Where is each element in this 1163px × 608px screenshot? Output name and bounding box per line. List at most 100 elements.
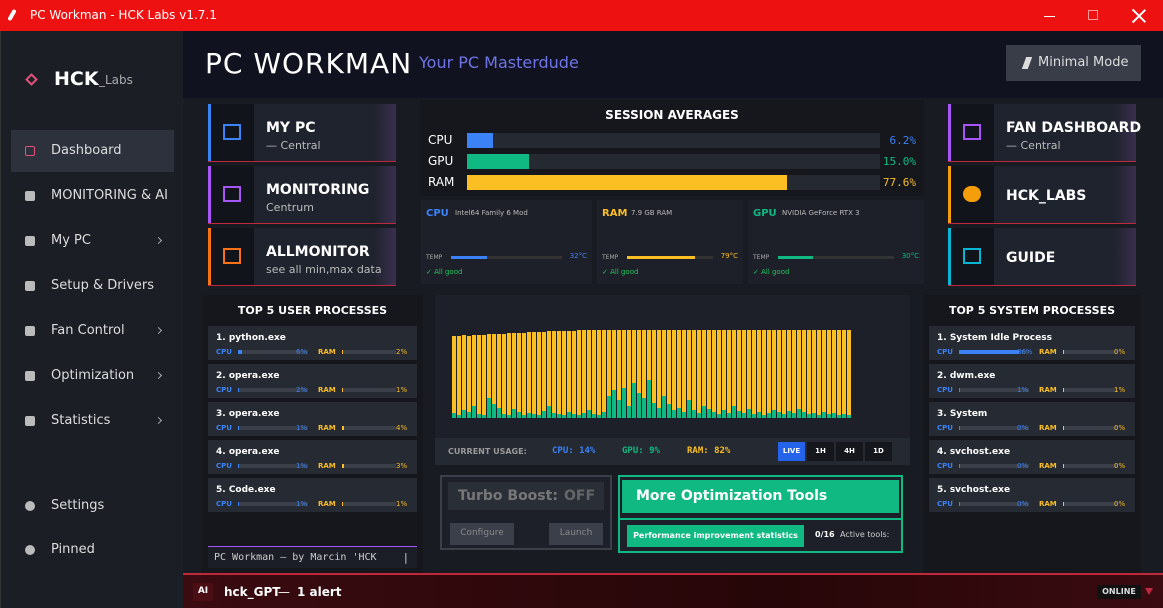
minimal-mode-button[interactable]: Minimal Mode [1006,45,1141,81]
cpu-bar [787,411,791,418]
configure-button[interactable]: Configure [450,523,514,545]
cpu-bar [652,403,656,418]
cpu-bar [682,412,686,418]
nav-tile[interactable]: GUIDE [948,228,1136,286]
cpu-bar [452,413,456,418]
tile-glow [374,166,396,223]
ram-bar [522,333,526,418]
cpu-value: 0% [1017,500,1029,508]
range-label: 1D [873,447,884,455]
nav-item[interactable]: Dashboard [11,130,174,172]
ram-value: 0% [1114,348,1126,356]
hardware-card: RAM 7.9 GB RAM TEMP 79°C ✓ All good [597,200,743,284]
cpu-track [959,502,1029,506]
ram-track [342,464,396,468]
nav-tile[interactable]: MY PC — Central [208,104,396,162]
temp-fill [451,256,487,259]
nav-item[interactable]: My PC [11,220,174,262]
stats-button[interactable]: Performance improvement statistics [627,525,804,547]
ram-bar [537,332,541,418]
ram-bar [672,330,676,418]
nav-icon [25,146,35,156]
ram-bar [797,330,801,418]
cpu-track [238,502,308,506]
ram-bar [557,331,561,418]
status-text: ONLINE [1102,587,1136,596]
cpu-bar [702,406,706,418]
cpu-bar [502,414,506,418]
range-button[interactable]: 1D [865,442,892,461]
ram-value: 1% [396,500,408,508]
tool-label: Active tools: [840,530,890,539]
cpu-bar [497,408,501,418]
ram-bar [652,330,656,418]
turbo-state: OFF [564,488,596,504]
cpu-bar [737,411,741,418]
nav-item[interactable]: Setup & Drivers [11,265,174,307]
expand-arrow[interactable] [1145,588,1153,595]
tile-subtitle: see all min,max data [266,263,382,276]
nav-item[interactable]: MONITORING & AI [11,175,174,217]
launch-button[interactable]: Launch [549,523,603,545]
ram-bar [587,330,591,418]
cpu-value: 0% [1017,462,1029,470]
button-label: Performance improvement statistics [633,531,798,540]
temp-track [451,256,562,259]
ram-fill [342,426,345,430]
cpu-bar [777,412,781,418]
ram-bar [712,330,716,418]
cpu-bar [747,409,751,418]
ram-value: 0% [1114,424,1126,432]
process-panel: TOP 5 USER PROCESSES 1. python.exe CPU 6% RA… [202,295,423,573]
cpu-bar [692,410,696,418]
cpu-bar [822,412,826,418]
card-detail: NVIDIA GeForce RTX 3 [782,209,860,217]
ram-bar [837,330,841,418]
ram-track [342,388,396,392]
assistant-bar[interactable]: AI hck_GPT — 1 alert ONLINE [183,573,1163,608]
bar-fill [467,154,529,169]
turbo-box: Turbo Boost: OFF [448,482,604,510]
sidebar: HCK _Labs Dashboard MONITORING & AI My PC Set… [0,31,183,608]
cpu-bar [832,413,836,418]
ram-bar [732,330,736,418]
ram-bar [647,330,651,418]
nav-icon [25,236,35,246]
range-button[interactable]: 1H [807,442,834,461]
ram-bar [452,336,456,418]
close-button[interactable] [1131,9,1146,23]
maximize-button[interactable] [1088,10,1098,20]
nav-item[interactable]: Optimization [11,355,174,397]
range-button[interactable]: LIVE [778,442,805,461]
ram-label: RAM [1039,462,1057,470]
nav-tile[interactable]: HCK_LABS [948,166,1136,224]
ram-bar [832,330,836,418]
cpu-bar [662,396,666,418]
tile-subtitle: — Central [266,139,321,152]
optimization-header[interactable]: More Optimization Tools [622,480,899,513]
ram-bar [697,330,701,418]
nav-tile[interactable]: ALLMONITOR see all min,max data [208,228,396,286]
tile-icon-box [208,166,254,223]
temp-track [778,256,894,259]
minimize-button[interactable] [1044,16,1055,17]
nav-item[interactable]: Fan Control [11,310,174,352]
nav-item[interactable]: Statistics [11,400,174,442]
nav-item[interactable]: Pinned [11,529,174,571]
cpu-bar [697,413,701,418]
ram-label: RAM [318,424,336,432]
nav-tile[interactable]: FAN DASHBOARD — Central [948,104,1141,162]
nav-label: Dashboard [51,143,122,158]
nav-item[interactable]: Settings [11,485,174,527]
nav-tile[interactable]: MONITORING Centrum [208,166,396,224]
card-detail: Intel64 Family 6 Mod [455,209,528,217]
cpu-fill [959,426,960,430]
tile-icon [963,124,981,140]
temp-value: 32°C [569,252,587,260]
range-button[interactable]: 4H [836,442,863,461]
nav-icon [25,326,35,336]
range-label: 4H [844,447,855,455]
panel-title: TOP 5 USER PROCESSES [237,304,388,317]
ram-bar [567,331,571,418]
tile-title: MONITORING [266,182,370,198]
